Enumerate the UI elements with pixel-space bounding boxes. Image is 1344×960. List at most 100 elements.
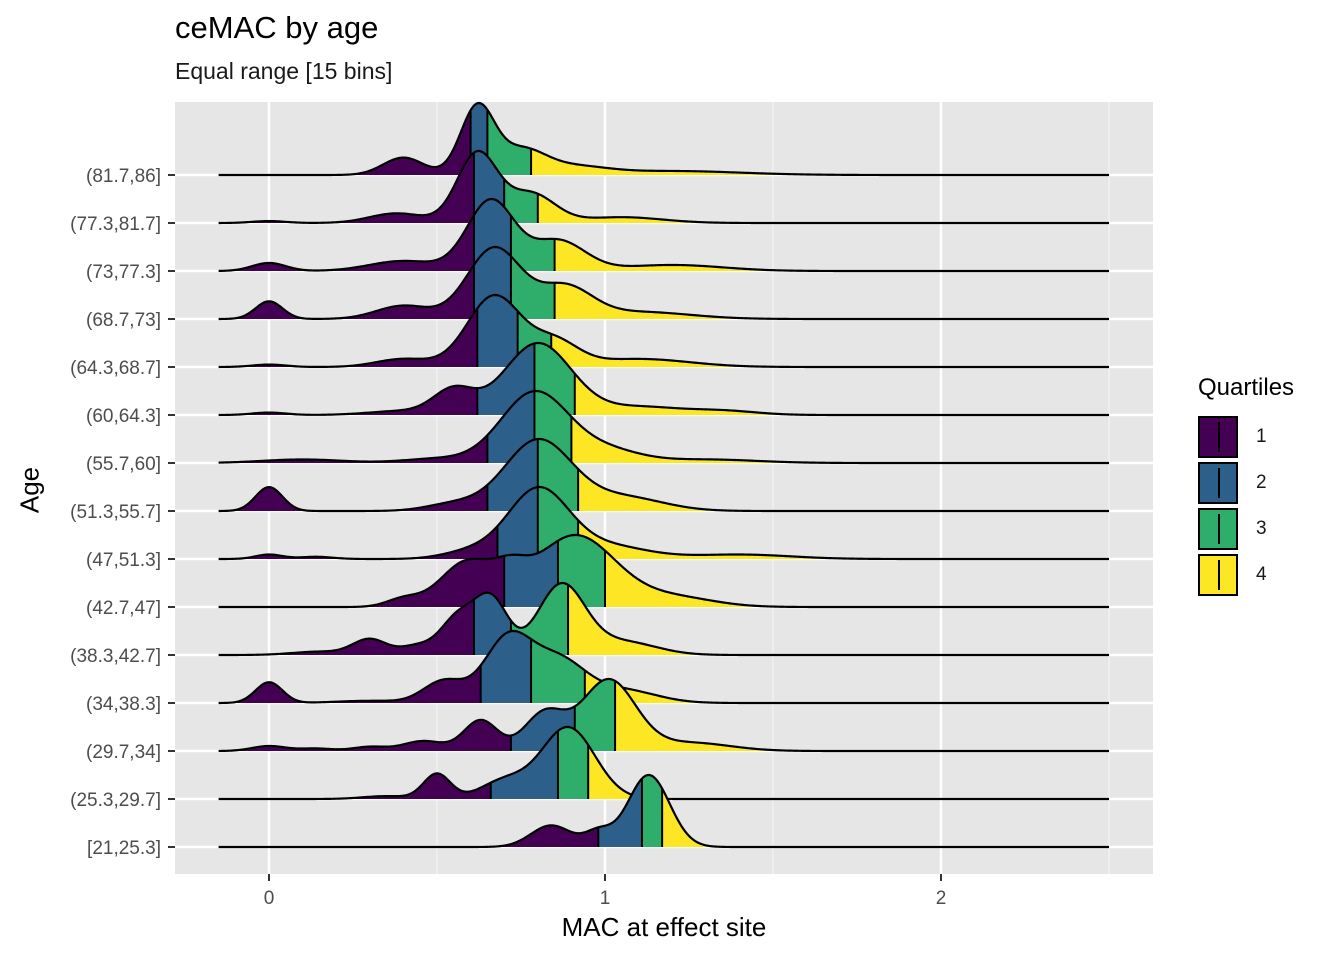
ridge-quartile-1 <box>218 599 474 655</box>
ridge-outline <box>218 197 1109 273</box>
y-tick-label: (51.3,55.7] <box>70 502 161 523</box>
ridge-outline <box>218 245 1109 321</box>
ridge-quartile-4 <box>584 670 1109 703</box>
x-tick-label: 1 <box>600 888 611 909</box>
legend-title: Quartiles <box>1198 374 1295 401</box>
ridge-quartile-1 <box>218 555 505 607</box>
ridge <box>218 677 1109 753</box>
ridge-outline <box>218 293 1109 369</box>
ridge <box>218 581 1109 657</box>
ridge-quartile-3 <box>557 727 589 799</box>
ridge-quartile-2 <box>480 631 532 703</box>
ridge-quartile-3 <box>504 179 538 223</box>
legend-item-2: 2 <box>1198 460 1294 506</box>
ridge-quartile-2 <box>487 391 535 463</box>
ridge-quartile-2 <box>504 540 558 607</box>
ridge-quartile-4 <box>578 520 1109 559</box>
ridge-outline <box>218 581 1109 657</box>
legend-label-3: 3 <box>1256 518 1267 539</box>
y-tick-label: (73,77.3] <box>86 262 161 283</box>
ridge <box>218 485 1109 561</box>
y-tick-label: (34,38.3] <box>86 694 161 715</box>
ridge-quartile-4 <box>554 238 1109 271</box>
x-tick-label: 2 <box>936 888 947 909</box>
ridge-quartile-3 <box>574 679 616 751</box>
ridge-outline <box>218 389 1109 465</box>
ridge-quartile-1 <box>218 215 474 271</box>
ridge-outline <box>218 341 1109 417</box>
ridge-quartile-1 <box>218 385 478 415</box>
ridge-quartile-1 <box>218 719 511 751</box>
ridge-quartile-4 <box>554 282 1109 319</box>
ridge-outline <box>218 149 1109 225</box>
ridge-outline <box>218 101 1109 177</box>
ridge-quartile-4 <box>531 148 1109 175</box>
ridge-quartile-1 <box>218 265 474 319</box>
y-tick-label: (42.7,47] <box>86 598 161 619</box>
y-tick-label: (38.3,42.7] <box>70 646 161 667</box>
legend-key-2 <box>1198 462 1238 504</box>
y-tick-label: (77.3,81.7] <box>70 214 161 235</box>
legend: Quartiles 1 2 3 4 <box>1198 374 1294 598</box>
chart-title: ceMAC by age <box>175 10 379 45</box>
y-tick-label: (47,51.3] <box>86 550 161 571</box>
ridge-quartile-1 <box>218 773 491 799</box>
ridge-outline <box>218 533 1109 609</box>
y-tick-label: (68.7,73] <box>86 310 161 331</box>
x-axis: 0 1 2 <box>264 874 947 909</box>
legend-key-1 <box>1198 416 1238 458</box>
ridge-quartile-4 <box>574 373 1109 415</box>
legend-item-4: 4 <box>1198 552 1294 598</box>
y-axis-title: Age <box>14 466 45 514</box>
y-tick-label: (64.3,68.7] <box>70 358 161 379</box>
ridge-quartile-2 <box>490 730 558 799</box>
x-tick-label: 0 <box>264 888 275 909</box>
ridge-outline <box>218 629 1109 705</box>
ridge-quartile-2 <box>598 778 642 847</box>
ridge <box>218 629 1109 705</box>
legend-label-1: 1 <box>1256 426 1267 447</box>
y-axis: [21,25.3] (25.3,29.7] (29.7,34] (34,38.3] (3… <box>70 166 175 859</box>
ridge-quartile-4 <box>571 416 1109 463</box>
legend-key-4 <box>1198 554 1238 596</box>
ridge-quartile-1 <box>218 435 488 463</box>
ridge-outline <box>218 677 1109 753</box>
ridge-quartile-4 <box>615 680 1109 751</box>
chart-subtitle: Equal range [15 bins] <box>175 58 393 84</box>
ridge-quartile-4 <box>568 584 1109 655</box>
ridge-quartile-3 <box>641 775 663 847</box>
plot-panel <box>175 102 1153 874</box>
ridge-quartile-2 <box>477 295 518 367</box>
ridge-outline <box>218 773 1109 849</box>
ridge-quartile-4 <box>551 333 1109 367</box>
y-tick-label: [21,25.3] <box>87 838 161 859</box>
y-tick-label: (29.7,34] <box>86 742 161 763</box>
ridge <box>218 773 1109 849</box>
ridge-quartile-1 <box>218 665 481 703</box>
x-axis-title: MAC at effect site <box>561 912 767 942</box>
legend-label-2: 2 <box>1256 472 1267 493</box>
ridge-quartile-4 <box>605 550 1109 607</box>
y-tick-label: (60,64.3] <box>86 406 161 427</box>
ridge-quartile-4 <box>537 193 1109 223</box>
ridge <box>218 293 1109 369</box>
legend-key-3 <box>1198 508 1238 550</box>
ridge-quartile-1 <box>218 484 488 511</box>
legend-label-4: 4 <box>1256 564 1267 585</box>
ridge-quartile-1 <box>218 526 498 559</box>
y-tick-label: (81.7,86] <box>86 166 161 187</box>
ridge-quartile-1 <box>218 152 474 223</box>
ridge-quartile-2 <box>497 487 538 559</box>
ridge-outline <box>218 437 1109 513</box>
ridge-quartile-3 <box>531 639 585 703</box>
ridge-outline <box>218 485 1109 561</box>
legend-item-1: 1 <box>1198 414 1294 460</box>
ridge-quartile-3 <box>510 256 555 319</box>
y-tick-label: (55.7,60] <box>86 454 161 475</box>
ridge-quartile-4 <box>578 468 1109 511</box>
legend-item-3: 3 <box>1198 506 1294 552</box>
ridge-quartile-1 <box>218 308 478 367</box>
y-tick-label: (25.3,29.7] <box>70 790 161 811</box>
ridges <box>218 101 1109 849</box>
